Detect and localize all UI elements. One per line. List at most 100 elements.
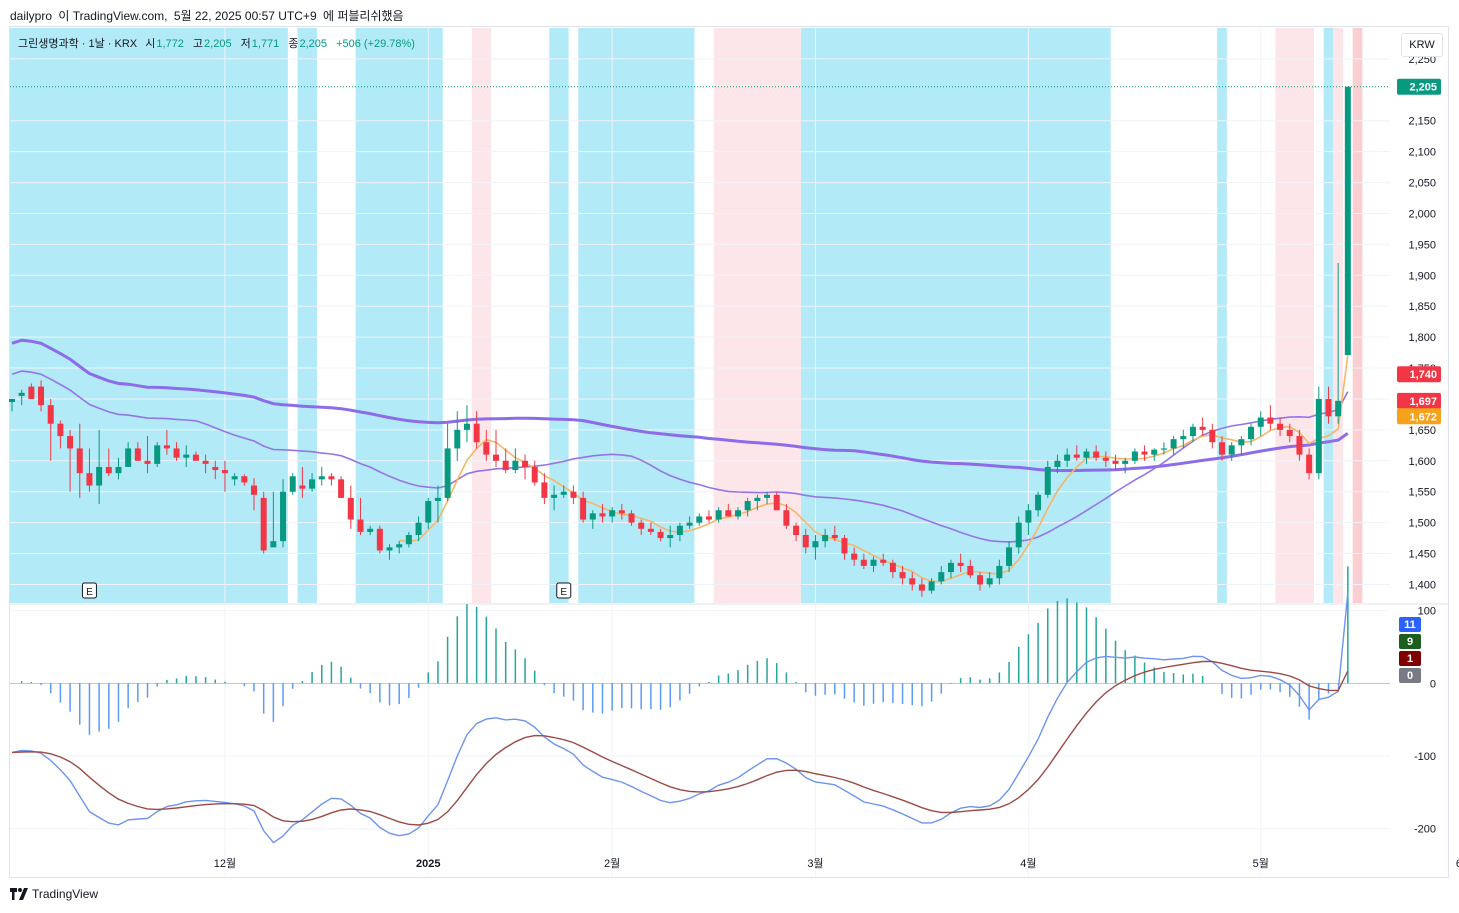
earnings-marker <box>81 582 97 599</box>
candle-body <box>870 559 877 566</box>
candle-body <box>1073 454 1080 458</box>
candle-body <box>889 562 896 573</box>
macd-axis-tick: -200 <box>1414 824 1436 836</box>
candle-body <box>1015 522 1022 548</box>
close-label: 종 <box>288 38 299 50</box>
publish-datetime: 5월 22, 2025 00:57 UTC+9 <box>173 9 317 23</box>
ohlc-legend: 그린생명과학 · 1날 · KRX 시1,772 고2,205 저1,771 종… <box>18 35 421 51</box>
candle-body <box>1122 460 1129 464</box>
time-axis-tick: 3월 <box>807 857 823 870</box>
candle-body <box>1219 442 1225 455</box>
candle-body <box>928 581 935 591</box>
ma-short-line <box>399 355 1349 583</box>
footer-brand-text: TradingView <box>32 887 99 901</box>
candle-body <box>570 491 577 498</box>
author-name[interactable]: dailypro <box>10 9 53 23</box>
candle-body <box>667 534 674 539</box>
candle-body <box>676 525 683 535</box>
signal-band <box>800 28 1111 603</box>
price-axis-tick: 1,950 <box>1408 239 1436 251</box>
candle-body <box>638 522 645 529</box>
macd-value-badge <box>1399 668 1421 683</box>
candle-body <box>977 575 983 585</box>
price-axis-badge-label: 1,672 <box>1409 411 1437 423</box>
candle-body <box>386 547 393 551</box>
candle-body <box>560 491 567 495</box>
candle-body <box>1325 398 1332 417</box>
candle-body <box>299 485 306 489</box>
currency-button[interactable]: KRW <box>1401 33 1443 57</box>
price-axis-tick: 1,550 <box>1408 487 1436 499</box>
candle-body <box>1006 547 1013 566</box>
candle-body <box>715 510 722 520</box>
ma-mid-line <box>11 370 1349 543</box>
candle-body <box>1160 448 1167 450</box>
candle-body <box>357 519 364 532</box>
candle-body <box>396 544 403 548</box>
candle-body <box>541 482 548 498</box>
candle-body <box>1248 426 1255 440</box>
candle-body <box>947 562 954 573</box>
candle-body <box>531 466 538 483</box>
candle-body <box>212 466 219 471</box>
high-label: 고 <box>192 38 204 50</box>
candle-body <box>444 448 451 498</box>
price-axis-tick: 1,450 <box>1408 549 1436 561</box>
price-axis-tick: 2,000 <box>1408 208 1436 220</box>
earnings-marker-label: E <box>560 587 567 598</box>
candle-body <box>18 392 25 396</box>
candle-body <box>367 528 374 532</box>
candle-body <box>1315 398 1322 474</box>
candle-body <box>1267 417 1274 424</box>
candle-body <box>580 497 587 520</box>
macd-value-label: 0 <box>1407 670 1413 682</box>
candle-body <box>1054 460 1061 467</box>
tradingview-logo-icon <box>10 888 28 900</box>
candle-body <box>822 534 829 542</box>
candle-body <box>1277 423 1284 430</box>
candle-body <box>1296 436 1303 455</box>
candle-body <box>28 386 35 399</box>
price-axis-tick: 1,650 <box>1408 425 1436 437</box>
candle-body <box>144 460 151 464</box>
price-axis-badge <box>1397 392 1441 409</box>
candle-body <box>318 476 325 480</box>
symbol-title[interactable]: 그린생명과학 · 1날 · KRX <box>18 38 138 50</box>
candle-body <box>967 565 974 576</box>
price-axis-badge <box>1397 366 1441 383</box>
candle-body <box>851 553 858 560</box>
candle-body <box>38 386 45 406</box>
candle-body <box>183 454 190 458</box>
signal-band <box>549 28 569 603</box>
footer-brand[interactable]: TradingView <box>10 887 98 901</box>
candle-body <box>918 584 925 591</box>
candle-body <box>754 497 761 501</box>
candle-body <box>618 510 625 514</box>
signal-band <box>1352 28 1363 603</box>
signal-band <box>297 28 317 603</box>
candle-body <box>1141 451 1148 455</box>
candle-body <box>996 565 1003 579</box>
candle-body <box>860 559 867 566</box>
close-value: 2,205 <box>299 38 328 50</box>
price-axis-tick: 1,400 <box>1408 579 1436 591</box>
candle-body <box>1083 451 1090 458</box>
candle-body <box>192 454 199 461</box>
candle-body <box>793 525 800 535</box>
candle-body <box>1344 86 1351 356</box>
candle-body <box>744 500 751 511</box>
candle-body <box>628 513 635 523</box>
signal-band <box>1217 28 1227 603</box>
price-axis-tick: 2,150 <box>1408 116 1436 128</box>
signal-band <box>10 28 288 603</box>
time-axis-tick: 5월 <box>1253 857 1269 870</box>
candle-body <box>551 494 558 498</box>
candle-body <box>609 510 616 517</box>
candle-body <box>1180 436 1187 440</box>
signal-band <box>578 28 695 603</box>
candle-body <box>1199 426 1206 430</box>
candle-body <box>957 562 964 566</box>
candle-body <box>725 510 732 517</box>
price-axis-tick: 2,100 <box>1408 147 1436 159</box>
